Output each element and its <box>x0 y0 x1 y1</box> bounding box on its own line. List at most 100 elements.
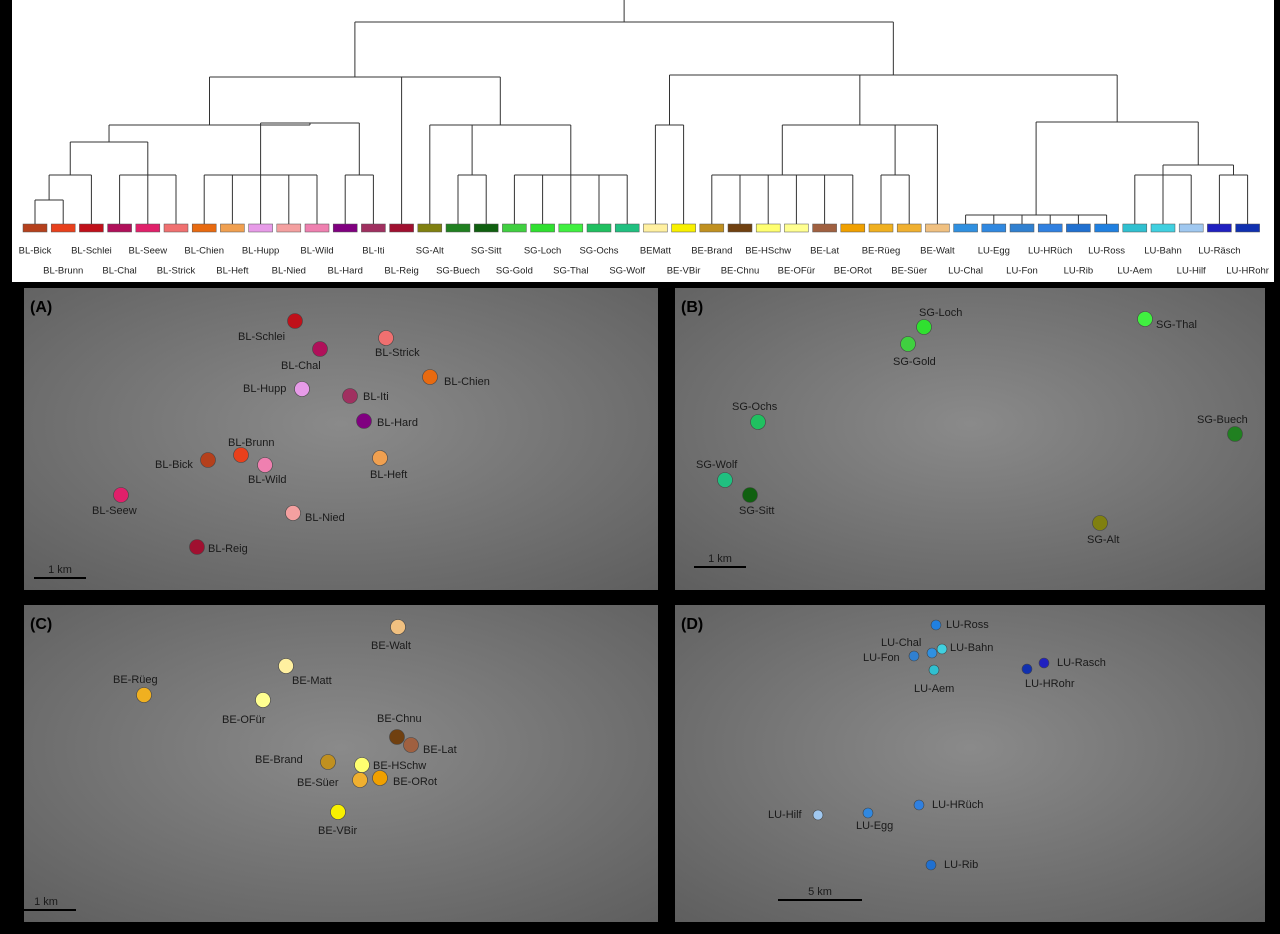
leaf-label: SG-Gold <box>496 266 533 277</box>
site-marker <box>372 770 388 786</box>
leaf-box <box>248 223 273 233</box>
leaf-label: SG-Thal <box>553 266 588 277</box>
site-marker <box>278 658 294 674</box>
site-marker <box>717 472 733 488</box>
site-marker <box>928 664 940 676</box>
leaf-box <box>1150 223 1176 233</box>
leaf-label: BL-Bick <box>19 246 52 257</box>
site-marker <box>750 414 766 430</box>
site-label: SG-Loch <box>919 307 962 319</box>
site-marker <box>390 619 406 635</box>
scale-label: 1 km <box>48 564 72 576</box>
site-marker <box>320 754 336 770</box>
leaf-label: LU-Rib <box>1064 266 1094 277</box>
site-marker <box>900 336 916 352</box>
leaf-box <box>1235 223 1260 233</box>
site-marker <box>257 457 273 473</box>
site-label: BE-ORot <box>393 776 437 788</box>
site-label: LU-Chal <box>881 637 921 649</box>
site-label: BE-Matt <box>292 675 332 687</box>
site-label: BE-Süer <box>297 777 339 789</box>
leaf-label: BL-Wild <box>300 246 333 257</box>
site-marker <box>378 330 394 346</box>
site-label: BL-Wild <box>248 474 287 486</box>
site-label: BE-Walt <box>371 640 411 652</box>
leaf-label: BE-Rüeg <box>862 246 901 257</box>
leaf-box <box>1207 223 1232 233</box>
leaf-label: BL-Heft <box>216 266 249 277</box>
site-label: LU-Bahn <box>950 642 993 654</box>
site-marker <box>1092 515 1108 531</box>
leaf-box <box>1178 223 1204 233</box>
site-label: SG-Alt <box>1087 534 1119 546</box>
site-label: SG-Ochs <box>732 401 778 413</box>
scale-label: 1 km <box>34 896 58 908</box>
site-marker <box>936 643 948 655</box>
site-label: SG-Thal <box>1156 319 1197 331</box>
leaf-box <box>445 223 471 233</box>
leaf-box <box>50 223 76 233</box>
site-marker <box>352 772 368 788</box>
leaf-box <box>1037 223 1063 233</box>
site-marker <box>389 729 405 745</box>
leaf-box <box>812 223 837 233</box>
leaf-label: BE-OFür <box>778 266 815 277</box>
site-marker <box>255 692 271 708</box>
leaf-box <box>473 223 499 233</box>
leaf-label: BE-Süer <box>891 266 927 277</box>
site-label: BL-Nied <box>305 512 345 524</box>
leaf-label: BL-Brunn <box>43 266 83 277</box>
site-label: BE-Brand <box>255 754 303 766</box>
leaf-label: BE-ORot <box>834 266 872 277</box>
leaf-box <box>191 223 217 233</box>
leaf-label: LU-Aem <box>1117 266 1152 277</box>
site-marker <box>136 687 152 703</box>
site-label: BE-Lat <box>423 744 457 756</box>
site-label: BE-Chnu <box>377 713 422 725</box>
site-label: BL-Reig <box>208 543 248 555</box>
site-marker <box>812 809 824 821</box>
leaf-box <box>558 223 584 233</box>
dendrogram-area <box>12 0 1274 282</box>
leaf-label: LU-HRohr <box>1226 266 1269 277</box>
leaf-label: BL-Chal <box>102 266 136 277</box>
leaf-label: BE-Chnu <box>721 266 760 277</box>
site-marker <box>925 859 937 871</box>
site-marker <box>1227 426 1243 442</box>
map-panel <box>24 288 658 590</box>
leaf-box <box>389 223 414 233</box>
site-label: SG-Wolf <box>696 459 738 471</box>
scale-label: 5 km <box>808 886 832 898</box>
map-panel <box>675 605 1265 922</box>
site-label: BL-Strick <box>375 347 420 359</box>
leaf-label: BL-Iti <box>362 246 384 257</box>
site-label: LU-HRüch <box>932 799 983 811</box>
leaf-label: BE-VBir <box>667 266 701 277</box>
leaf-label: LU-Fon <box>1006 266 1038 277</box>
site-label: BL-Heft <box>370 469 407 481</box>
leaf-box <box>755 223 781 233</box>
leaf-label: SG-Loch <box>524 246 562 257</box>
site-label: BE-OFür <box>222 714 266 726</box>
leaf-box <box>1094 223 1119 233</box>
site-label: LU-Ross <box>946 619 989 631</box>
leaf-box <box>79 223 104 233</box>
leaf-label: BL-Hupp <box>242 246 280 257</box>
site-label: BE-VBir <box>318 825 357 837</box>
leaf-box <box>1122 223 1148 233</box>
site-label: BE-Rüeg <box>113 674 158 686</box>
leaf-box <box>220 223 245 233</box>
panel-label: (B) <box>681 299 703 316</box>
site-marker <box>330 804 346 820</box>
site-marker <box>913 799 925 811</box>
site-label: BL-Chien <box>444 376 490 388</box>
site-marker <box>372 450 388 466</box>
site-label: LU-Fon <box>863 652 900 664</box>
site-marker <box>285 505 301 521</box>
site-marker <box>356 413 372 429</box>
leaf-box <box>163 223 189 233</box>
site-marker <box>403 737 419 753</box>
leaf-box <box>332 223 358 233</box>
leaf-box <box>1066 223 1091 233</box>
